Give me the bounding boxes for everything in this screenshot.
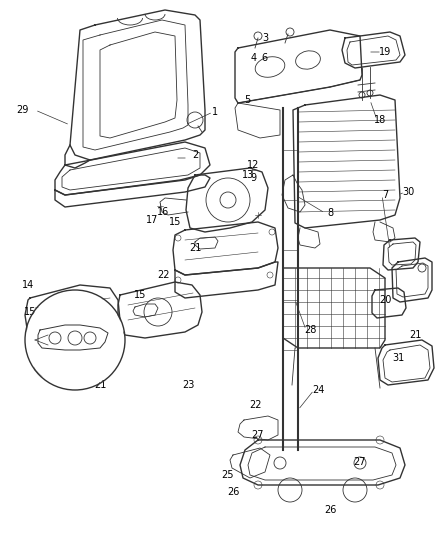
Text: 29: 29: [16, 105, 28, 115]
Text: 23: 23: [182, 380, 194, 390]
Text: 22: 22: [157, 270, 169, 280]
Text: 31: 31: [392, 353, 404, 363]
Text: 13: 13: [242, 170, 254, 180]
Text: 26: 26: [324, 505, 336, 515]
Text: 30: 30: [402, 187, 414, 197]
Text: 27: 27: [252, 430, 264, 440]
Text: 28: 28: [304, 325, 316, 335]
Text: 19: 19: [379, 47, 391, 57]
Text: 9: 9: [250, 173, 256, 183]
Text: 26: 26: [227, 487, 239, 497]
Text: 24: 24: [312, 385, 324, 395]
Text: 27: 27: [354, 457, 366, 467]
Text: 18: 18: [374, 115, 386, 125]
Circle shape: [26, 291, 124, 389]
Text: 15: 15: [24, 307, 36, 317]
Text: 33: 33: [36, 330, 48, 340]
Text: 3: 3: [262, 33, 268, 43]
Text: 32: 32: [52, 307, 64, 317]
Text: 12: 12: [247, 160, 259, 170]
Text: 14: 14: [22, 280, 34, 290]
Text: 22: 22: [249, 400, 261, 410]
Text: 15: 15: [134, 290, 146, 300]
Text: 2: 2: [192, 150, 198, 160]
Text: 5: 5: [244, 95, 250, 105]
Text: 6: 6: [261, 53, 267, 63]
Text: 7: 7: [382, 190, 388, 200]
Text: 1: 1: [212, 107, 218, 117]
Text: 21: 21: [409, 330, 421, 340]
Text: 17: 17: [146, 215, 158, 225]
Text: 4: 4: [251, 53, 257, 63]
Text: 20: 20: [379, 295, 391, 305]
Text: 21: 21: [189, 243, 201, 253]
Text: 25: 25: [222, 470, 234, 480]
Text: 16: 16: [157, 207, 169, 217]
Text: 8: 8: [327, 208, 333, 218]
Text: 15: 15: [169, 217, 181, 227]
Text: 34: 34: [74, 330, 86, 340]
Text: 21: 21: [94, 380, 106, 390]
